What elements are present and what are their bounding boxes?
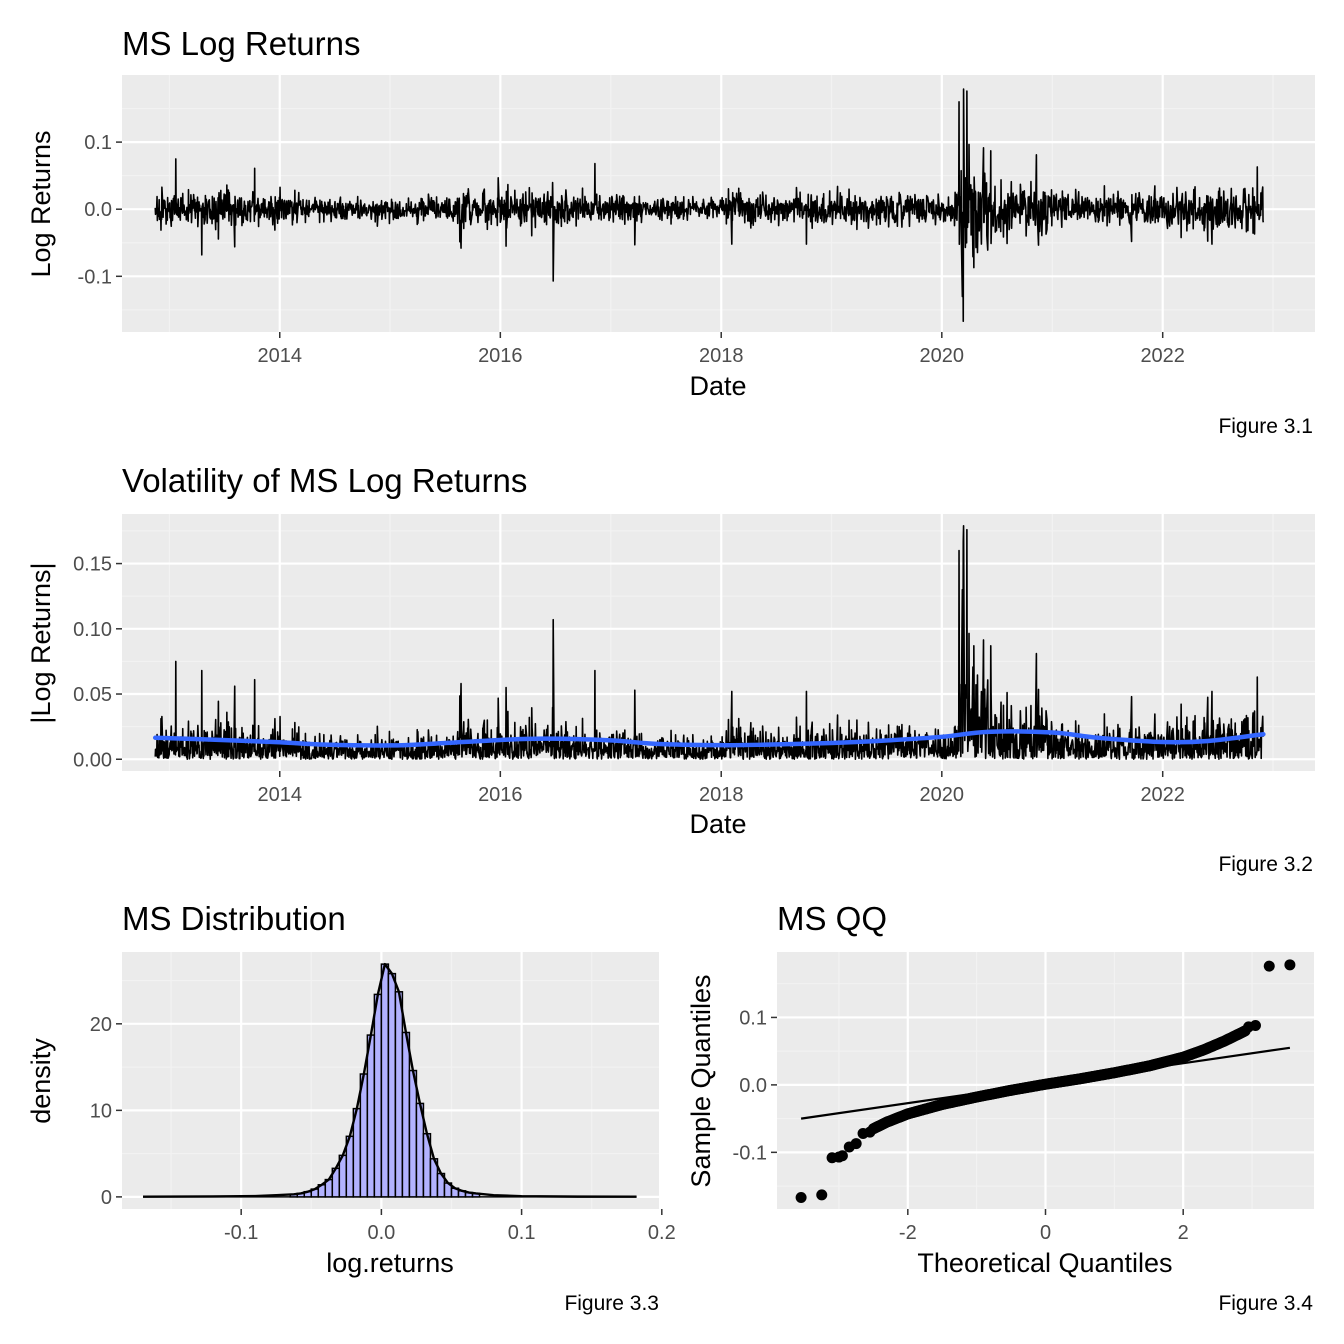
qq-reference-line [800,1046,1291,1120]
panel2-plot-background [122,514,1315,771]
panel4-y-tick-label: 0.0 [739,1075,767,1097]
panel3-y-tick-label: 10 [90,1100,112,1122]
panel2-x-tick-label: 2016 [478,784,523,806]
panel4-x-axis-label: Theoretical Quantiles [917,1248,1172,1278]
panel2-x-tick-label: 2018 [699,784,744,806]
distribution-panel: MS Distribution -0.1 0.0 0.1 0.2 0 10 20 log.r… [26,900,676,1315]
qq-panel: MS QQ -2 0 2 -0.1 0.0 0.1 Theoretical Quantil… [686,900,1314,1315]
panel1-y-tick-label: 0.0 [84,199,112,221]
qq-point [795,1192,807,1204]
histogram-bar [359,1073,369,1198]
panel3-y-tick-label: 20 [90,1014,112,1036]
panel2-y-tick-label: 0.15 [73,554,112,576]
panel1-x-axis-label: Date [689,371,746,401]
panel3-title: MS Distribution [122,900,346,937]
volatility-smooth-line [152,729,1266,748]
qq-point [1284,959,1296,971]
panel3-x-tick-label: -0.1 [224,1222,258,1244]
panel3-y-tick-label: 0 [101,1187,112,1209]
panel2-y-tick-label: 0.10 [73,619,112,641]
qq-point [836,1150,848,1162]
panel1-x-tick-label: 2016 [478,345,523,367]
density-curve [143,962,637,1198]
panel2-caption: Figure 3.2 [1218,853,1313,876]
panel2-x-axis-label: Date [689,809,746,839]
panel1-x-tick-label: 2022 [1140,345,1185,367]
panel2-title: Volatility of MS Log Returns [122,462,527,499]
histogram-bar [380,963,390,1198]
panel1-x-tick-label: 2014 [257,345,302,367]
panel2-y-tick-label: 0.00 [73,749,112,771]
panel3-x-tick-label: 0.2 [648,1222,676,1244]
qq-point [1263,960,1275,972]
panel4-y-axis-label: Sample Quantiles [686,974,716,1187]
histogram-bar [366,1034,376,1198]
qq-point [1249,1020,1261,1032]
qq-point [864,1126,876,1138]
panel1-y-tick-label: 0.1 [84,132,112,154]
panel3-caption: Figure 3.3 [564,1292,659,1315]
panel3-x-axis-label: log.returns [326,1248,454,1278]
panel2-x-tick-label: 2014 [257,784,302,806]
log-returns-series-line [154,88,1265,323]
panel1-caption: Figure 3.1 [1218,415,1313,438]
panel4-y-tick-label: -0.1 [733,1142,767,1164]
panel3-y-axis-label: density [26,1038,56,1124]
panel4-x-tick-label: 2 [1178,1222,1189,1244]
panel1-x-tick-label: 2018 [699,345,744,367]
histogram-bar [387,972,397,1198]
qq-point [850,1138,862,1150]
log-returns-panel: MS Log Returns 2014 2016 2018 2020 2022 -0.1 0… [26,25,1315,438]
histogram-bar [401,1031,411,1198]
panel4-caption: Figure 3.4 [1218,1292,1313,1315]
panel4-y-tick-label: 0.1 [739,1007,767,1029]
volatility-panel: Volatility of MS Log Returns 2014 2016 201… [26,462,1315,876]
panel2-x-tick-label: 2022 [1140,784,1185,806]
histogram-bar [373,993,383,1198]
panel3-x-tick-label: 0.1 [508,1222,536,1244]
panel1-x-tick-label: 2020 [920,345,965,367]
panel4-x-tick-label: -2 [899,1222,917,1244]
panel2-y-tick-label: 0.05 [73,684,112,706]
histogram-bar [408,1069,418,1198]
histogram-bar [394,991,404,1198]
qq-point [816,1189,828,1201]
panel1-y-tick-label: -0.1 [78,266,112,288]
panel2-x-tick-label: 2020 [920,784,965,806]
panel4-x-tick-label: 0 [1040,1222,1051,1244]
panel1-y-axis-label: Log Returns [26,130,56,277]
panel4-title: MS QQ [777,900,887,937]
panel3-x-tick-label: 0.0 [367,1222,395,1244]
panel2-y-axis-label: |Log Returns| [26,562,56,723]
panel1-title: MS Log Returns [122,25,360,62]
abs-returns-series-line [154,524,1265,761]
